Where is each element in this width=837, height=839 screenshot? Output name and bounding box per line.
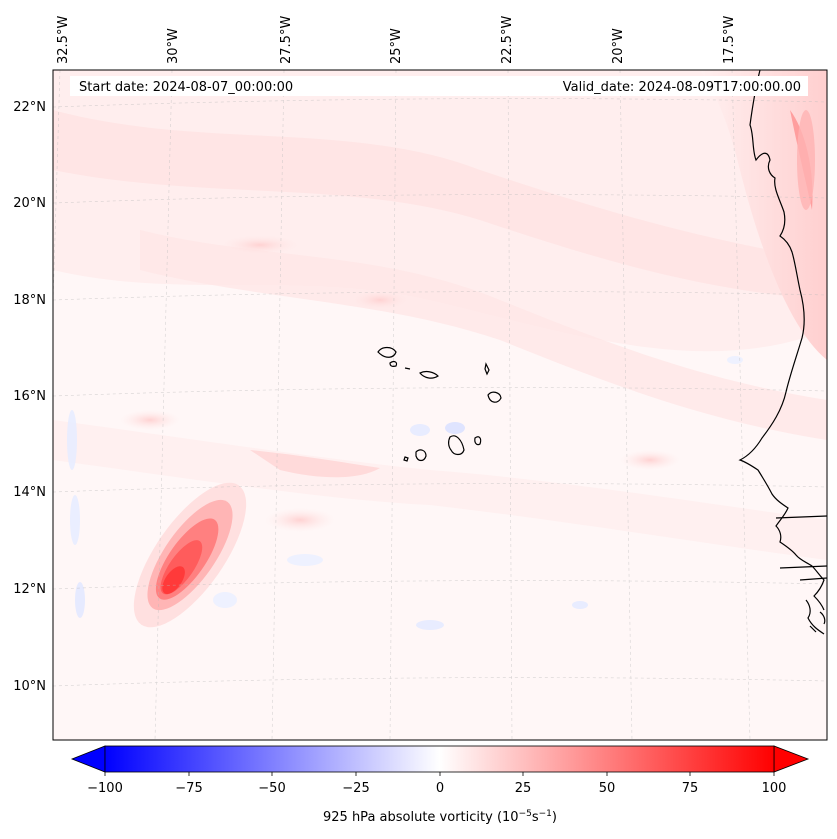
- lat-label: 14°N: [13, 485, 46, 500]
- longitude-labels: 32.5°W 30°W 27.5°W 25°W 22.5°W 20°W 17.5…: [56, 16, 737, 64]
- lon-label: 25°W: [389, 28, 404, 64]
- lon-label: 22.5°W: [500, 16, 515, 64]
- header-background: [70, 76, 808, 96]
- lat-label: 16°N: [13, 389, 46, 404]
- colorbar-tick: −75: [175, 781, 202, 796]
- lon-label: 27.5°W: [279, 16, 294, 64]
- lat-label: 18°N: [13, 293, 46, 308]
- colorbar-max-extend: [773, 745, 810, 773]
- lon-label: 20°W: [611, 28, 626, 64]
- colorbar-tick: −25: [342, 781, 369, 796]
- lon-label: 30°W: [166, 28, 181, 64]
- gridlines: [53, 70, 827, 740]
- lon-label: 17.5°W: [722, 16, 737, 64]
- lon-label: 32.5°W: [56, 16, 71, 64]
- latitude-labels: 22°N 20°N 18°N 16°N 14°N 12°N 10°N: [13, 100, 46, 694]
- valid-date-label: Valid_date: 2024-08-09T17:00:00.00: [563, 80, 801, 95]
- colorbar-tick: −50: [258, 781, 285, 796]
- cape-verde-islands: [377, 346, 502, 462]
- colorbar-title-mid: s: [532, 810, 539, 825]
- west-africa-coastline: [738, 70, 827, 635]
- colorbar-tick: 0: [436, 781, 444, 796]
- colorbar-title-main: 925 hPa absolute vorticity (10: [323, 810, 519, 825]
- map-frame: [52, 69, 828, 741]
- map-panel: Start date: 2024-08-07_00:00:00 Valid_da…: [52, 69, 828, 741]
- colorbar-title-exp2: −1: [539, 809, 552, 819]
- lat-label: 12°N: [13, 582, 46, 597]
- colorbar-title: 925 hPa absolute vorticity (10−5s−1): [323, 809, 557, 825]
- colorbar-gradient: [104, 745, 775, 773]
- colorbar-tick: −100: [87, 781, 123, 796]
- start-date-label: Start date: 2024-08-07_00:00:00: [79, 80, 293, 95]
- colorbar-tick: 100: [762, 781, 787, 796]
- colorbar-title-end: ): [552, 810, 557, 825]
- colorbar-tick: 50: [599, 781, 616, 796]
- vorticity-field: [53, 70, 827, 630]
- colorbar: −100 −75 −50 −25 0 25 50 75 100 925 hPa …: [70, 745, 810, 825]
- lat-label: 20°N: [13, 196, 46, 211]
- colorbar-tick: 75: [682, 781, 699, 796]
- vorticity-maximum: [133, 482, 247, 628]
- colorbar-title-exp1: −5: [519, 809, 532, 819]
- lat-label: 22°N: [13, 100, 46, 115]
- colorbar-tick: 25: [515, 781, 532, 796]
- colorbar-min-extend: [70, 745, 106, 773]
- lat-label: 10°N: [13, 679, 46, 694]
